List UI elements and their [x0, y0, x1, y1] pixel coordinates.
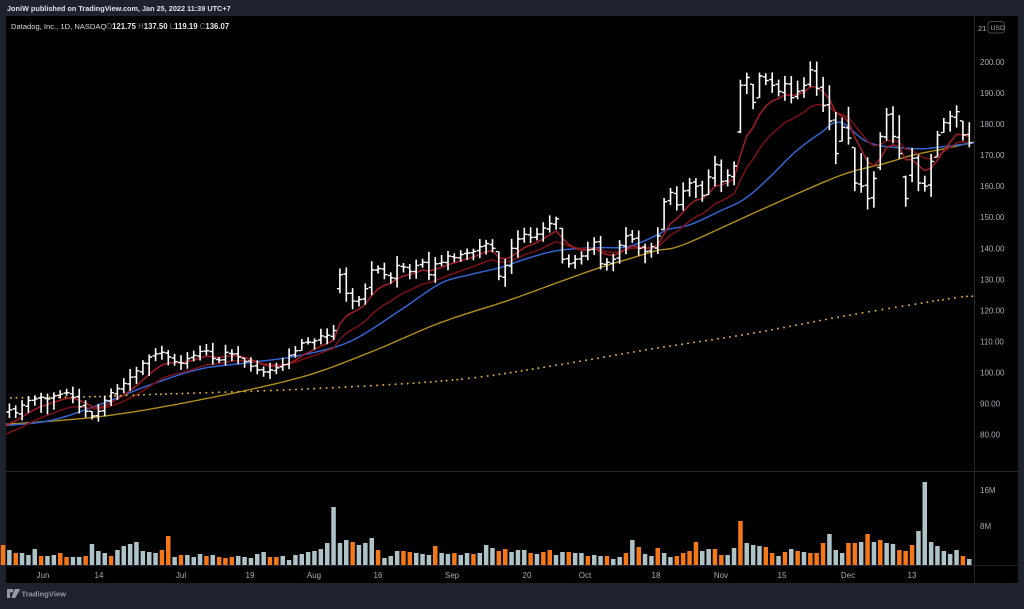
svg-text:JoniW published on TradingView: JoniW published on TradingView.com, Jan …: [7, 4, 231, 13]
svg-text:120.00: 120.00: [980, 306, 1005, 315]
svg-text:14: 14: [95, 571, 104, 580]
svg-text:8M: 8M: [980, 522, 991, 531]
svg-text:Jun: Jun: [37, 571, 50, 580]
svg-text:Jul: Jul: [176, 571, 186, 580]
svg-text:TradingView: TradingView: [22, 590, 67, 599]
svg-text:16: 16: [374, 571, 383, 580]
svg-text:21: 21: [978, 24, 986, 33]
svg-text:140.00: 140.00: [980, 244, 1005, 253]
svg-text:13: 13: [908, 571, 917, 580]
svg-text:18: 18: [652, 571, 661, 580]
svg-text:90.00: 90.00: [980, 400, 1001, 409]
svg-text:15: 15: [778, 571, 787, 580]
svg-text:180.00: 180.00: [980, 120, 1005, 129]
svg-text:Sep: Sep: [445, 571, 460, 580]
svg-text:160.00: 160.00: [980, 182, 1005, 191]
svg-text:O121.75 H137.50 L119.19 C136.0: O121.75 H137.50 L119.19 C136.07: [106, 22, 229, 31]
svg-text:Aug: Aug: [307, 571, 321, 580]
svg-text:130.00: 130.00: [980, 275, 1005, 284]
svg-text:200.00: 200.00: [980, 58, 1005, 67]
svg-text:Oct: Oct: [579, 571, 592, 580]
svg-text:150.00: 150.00: [980, 213, 1005, 222]
svg-text:20: 20: [523, 571, 532, 580]
svg-text:Dec: Dec: [841, 571, 855, 580]
svg-text:19: 19: [246, 571, 255, 580]
svg-text:110.00: 110.00: [980, 337, 1004, 346]
svg-text:USD: USD: [991, 25, 1005, 32]
svg-text:80.00: 80.00: [980, 431, 1001, 440]
svg-text:Datadog, Inc., 1D, NASDAQ: Datadog, Inc., 1D, NASDAQ: [11, 22, 106, 31]
svg-text:16M: 16M: [980, 486, 996, 495]
svg-text:190.00: 190.00: [980, 89, 1005, 98]
svg-text:170.00: 170.00: [980, 151, 1005, 160]
svg-text:100.00: 100.00: [980, 369, 1005, 378]
svg-text:Nov: Nov: [714, 571, 728, 580]
